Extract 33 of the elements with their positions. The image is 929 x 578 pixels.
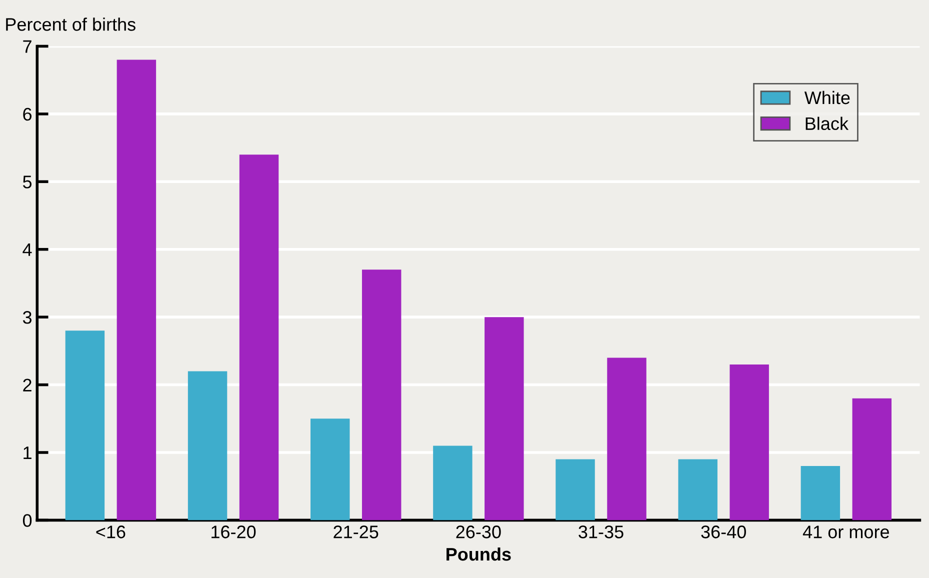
bar bbox=[310, 418, 350, 520]
legend-label: White bbox=[804, 90, 850, 104]
x-tick-label: 31-35 bbox=[578, 526, 624, 538]
x-tick-label: 26-30 bbox=[456, 526, 501, 538]
bar bbox=[116, 60, 156, 520]
x-tick-label: 36-40 bbox=[701, 526, 746, 538]
y-tick-label: 0 bbox=[22, 514, 32, 527]
bar bbox=[188, 371, 228, 520]
bar bbox=[65, 330, 105, 520]
bar bbox=[556, 459, 595, 520]
x-axis-title: Pounds bbox=[446, 547, 511, 561]
bar bbox=[607, 358, 646, 520]
bar bbox=[362, 270, 402, 520]
y-tick-label: 5 bbox=[22, 176, 32, 188]
bar bbox=[239, 154, 279, 520]
x-tick-label: 16-20 bbox=[212, 526, 256, 538]
y-tick-label: 6 bbox=[23, 108, 32, 121]
bar bbox=[433, 446, 472, 520]
y-tick-label: 3 bbox=[22, 311, 32, 324]
x-tick-label: 41 or more bbox=[802, 526, 890, 538]
y-tick-label: 4 bbox=[22, 243, 32, 256]
legend-label: Black bbox=[806, 116, 849, 130]
y-tick-label: 7 bbox=[23, 40, 32, 53]
bar bbox=[484, 317, 524, 520]
bar bbox=[678, 459, 718, 520]
y-tick-label: 2 bbox=[23, 378, 32, 392]
bar bbox=[800, 466, 840, 520]
bar bbox=[730, 364, 769, 520]
y-axis-title: Percent of births bbox=[6, 18, 136, 31]
x-tick-label: <16 bbox=[96, 526, 126, 538]
bar bbox=[852, 398, 892, 520]
x-tick-label: 21-25 bbox=[334, 526, 378, 538]
y-tick-label: 1 bbox=[24, 446, 32, 460]
